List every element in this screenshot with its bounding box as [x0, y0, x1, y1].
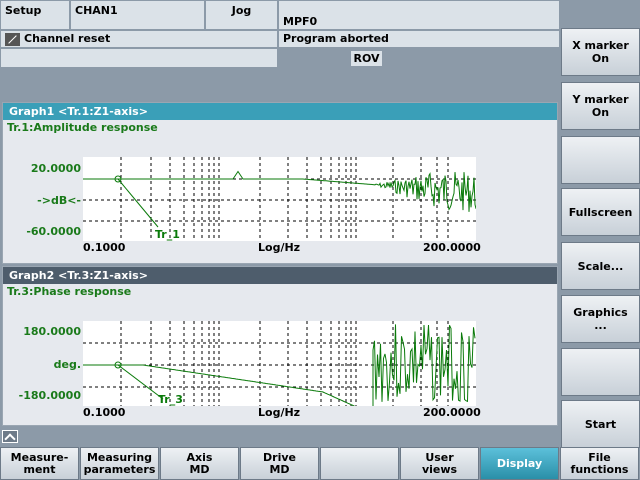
bottom-strip	[0, 427, 560, 446]
y-marker-button[interactable]: Y marker On	[561, 82, 640, 130]
graph2-title: Graph2 <Tr.3:Z1-axis>	[3, 267, 557, 284]
channel-status: Channel reset	[0, 30, 278, 48]
graph1-y-mid: ->dB<-	[37, 194, 81, 207]
graph2-y-bottom: -180.0000	[18, 389, 81, 402]
alarm-line	[0, 48, 278, 68]
graph2-subtitle: Tr.3:Phase response	[7, 285, 132, 298]
scale-button[interactable]: Scale...	[561, 242, 640, 290]
drive-md-button[interactable]: Drive MD	[240, 447, 319, 480]
graph1-x-mid: Log/Hz	[258, 241, 301, 254]
amplitude-trace	[83, 170, 476, 212]
graph1-plot[interactable]: Tr_1	[83, 157, 476, 241]
graph1-subtitle: Tr.1:Amplitude response	[7, 121, 158, 134]
channel-status-text: Channel reset	[24, 32, 111, 45]
rov-badge: ROV	[350, 50, 383, 67]
user-views-button[interactable]: User views	[400, 447, 479, 480]
graph1-trace-label: Tr_1	[155, 228, 180, 241]
program-name: MPF0	[278, 0, 560, 30]
op-mode-label: Jog	[205, 0, 278, 30]
graph2-grid	[83, 321, 476, 406]
reset-icon	[5, 32, 20, 46]
phase-trace	[83, 324, 476, 406]
program-status: Program aborted	[278, 30, 560, 48]
display-button[interactable]: Display	[480, 447, 559, 480]
mode-label: Setup	[0, 0, 70, 30]
fullscreen-button[interactable]: Fullscreen	[561, 188, 640, 236]
graph1-marker-dot	[114, 175, 122, 183]
empty-softkey-3[interactable]	[561, 136, 640, 184]
status-header: Setup CHAN1 Jog MPF0 Channel reset Progr…	[0, 0, 560, 70]
graph1-marker-line	[117, 178, 159, 228]
graph1-y-bottom: -60.0000	[26, 225, 81, 238]
graph2-marker-line	[117, 364, 164, 400]
graph2-panel[interactable]: Graph2 <Tr.3:Z1-axis> Tr.3:Phase respons…	[2, 266, 558, 426]
empty-bottom-softkey[interactable]	[320, 447, 399, 480]
graph2-x-right: 200.0000	[423, 406, 481, 419]
recall-icon[interactable]	[2, 430, 18, 443]
graph2-marker-dot	[114, 361, 122, 369]
graph1-panel[interactable]: Graph1 <Tr.1:Z1-axis> Tr.1:Amplitude res…	[2, 102, 558, 264]
graph1-y-top: 20.0000	[30, 162, 81, 175]
start-button[interactable]: Start	[561, 400, 640, 448]
graph2-x-mid: Log/Hz	[258, 406, 301, 419]
measuring-parameters-button[interactable]: Measuring parameters	[80, 447, 159, 480]
graph2-trace-label: Tr_3	[158, 393, 183, 406]
graphics-button[interactable]: Graphics ...	[561, 295, 640, 343]
channel-label: CHAN1	[70, 0, 205, 30]
measurement-button[interactable]: Measure- ment	[0, 447, 79, 480]
graph2-y-top: 180.0000	[23, 325, 81, 338]
graph1-title: Graph1 <Tr.1:Z1-axis>	[3, 103, 557, 120]
empty-softkey-7[interactable]	[561, 348, 640, 396]
graph1-x-left: 0.1000	[83, 241, 126, 254]
graph1-grid	[83, 157, 476, 241]
x-marker-button[interactable]: X marker On	[561, 28, 640, 76]
graph2-x-left: 0.1000	[83, 406, 126, 419]
graph2-y-mid: deg.	[53, 358, 81, 371]
graph1-x-right: 200.0000	[423, 241, 481, 254]
graph2-plot[interactable]: Tr_3	[83, 321, 476, 406]
axis-md-button[interactable]: Axis MD	[160, 447, 239, 480]
file-functions-button[interactable]: File functions	[560, 447, 639, 480]
